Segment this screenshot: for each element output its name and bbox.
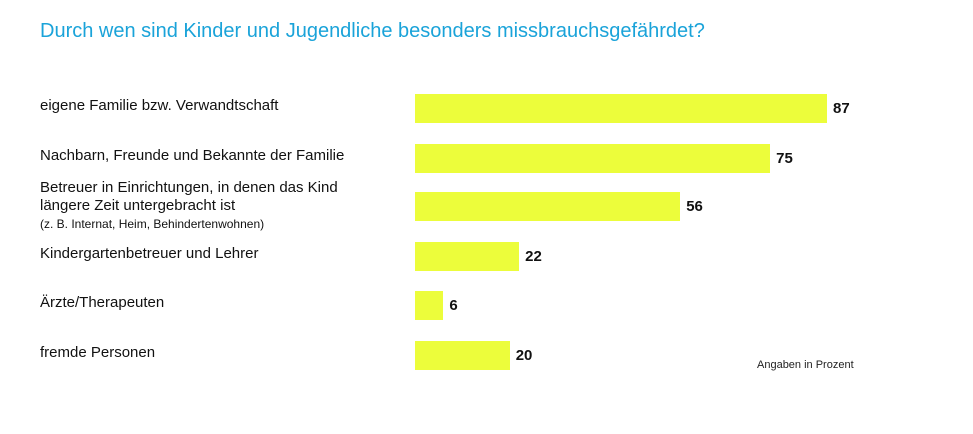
bar-value-label: 22 [525, 247, 542, 265]
bar-value-label: 75 [776, 149, 793, 167]
bar [415, 341, 510, 370]
category-label: fremde Personen [40, 344, 155, 362]
category-label: Betreuer in Einrichtungen, in denen das … [40, 179, 338, 233]
bar-value-label: 6 [449, 296, 458, 314]
bar-value-label: 56 [686, 197, 703, 215]
bar [415, 291, 444, 320]
category-label-line: Ärzte/Therapeuten [40, 294, 165, 311]
category-sublabel: (z. B. Internat, Heim, Behindertenwohnen… [40, 217, 265, 231]
bar-value-label: 87 [833, 99, 850, 117]
bar-value-label: 20 [515, 346, 533, 364]
unit-note: Angaben in Prozent [757, 359, 854, 371]
category-label-line: fremde Personen [40, 344, 156, 361]
category-label-line: Betreuer in Einrichtungen, in denen das … [40, 179, 338, 196]
bar [415, 192, 681, 221]
category-label: Ärzte/Therapeuten [40, 294, 164, 312]
bar [415, 242, 520, 271]
category-label: Kindergartenbetreuer und Lehrer [40, 245, 258, 263]
category-label-line: Nachbarn, Freunde und Bekannte der Famil… [40, 147, 345, 164]
category-label: eigene Familie bzw. Verwandtschaft [40, 97, 278, 115]
category-label: Nachbarn, Freunde und Bekannte der Famil… [40, 147, 344, 165]
bar [415, 94, 827, 123]
bar [415, 144, 771, 173]
category-label-line: längere Zeit untergebracht ist [40, 197, 236, 214]
chart-title: Durch wen sind Kinder und Jugendliche be… [40, 20, 705, 42]
category-label-line: eigene Familie bzw. Verwandtschaft [40, 97, 279, 114]
category-label-line: Kindergartenbetreuer und Lehrer [40, 245, 259, 262]
